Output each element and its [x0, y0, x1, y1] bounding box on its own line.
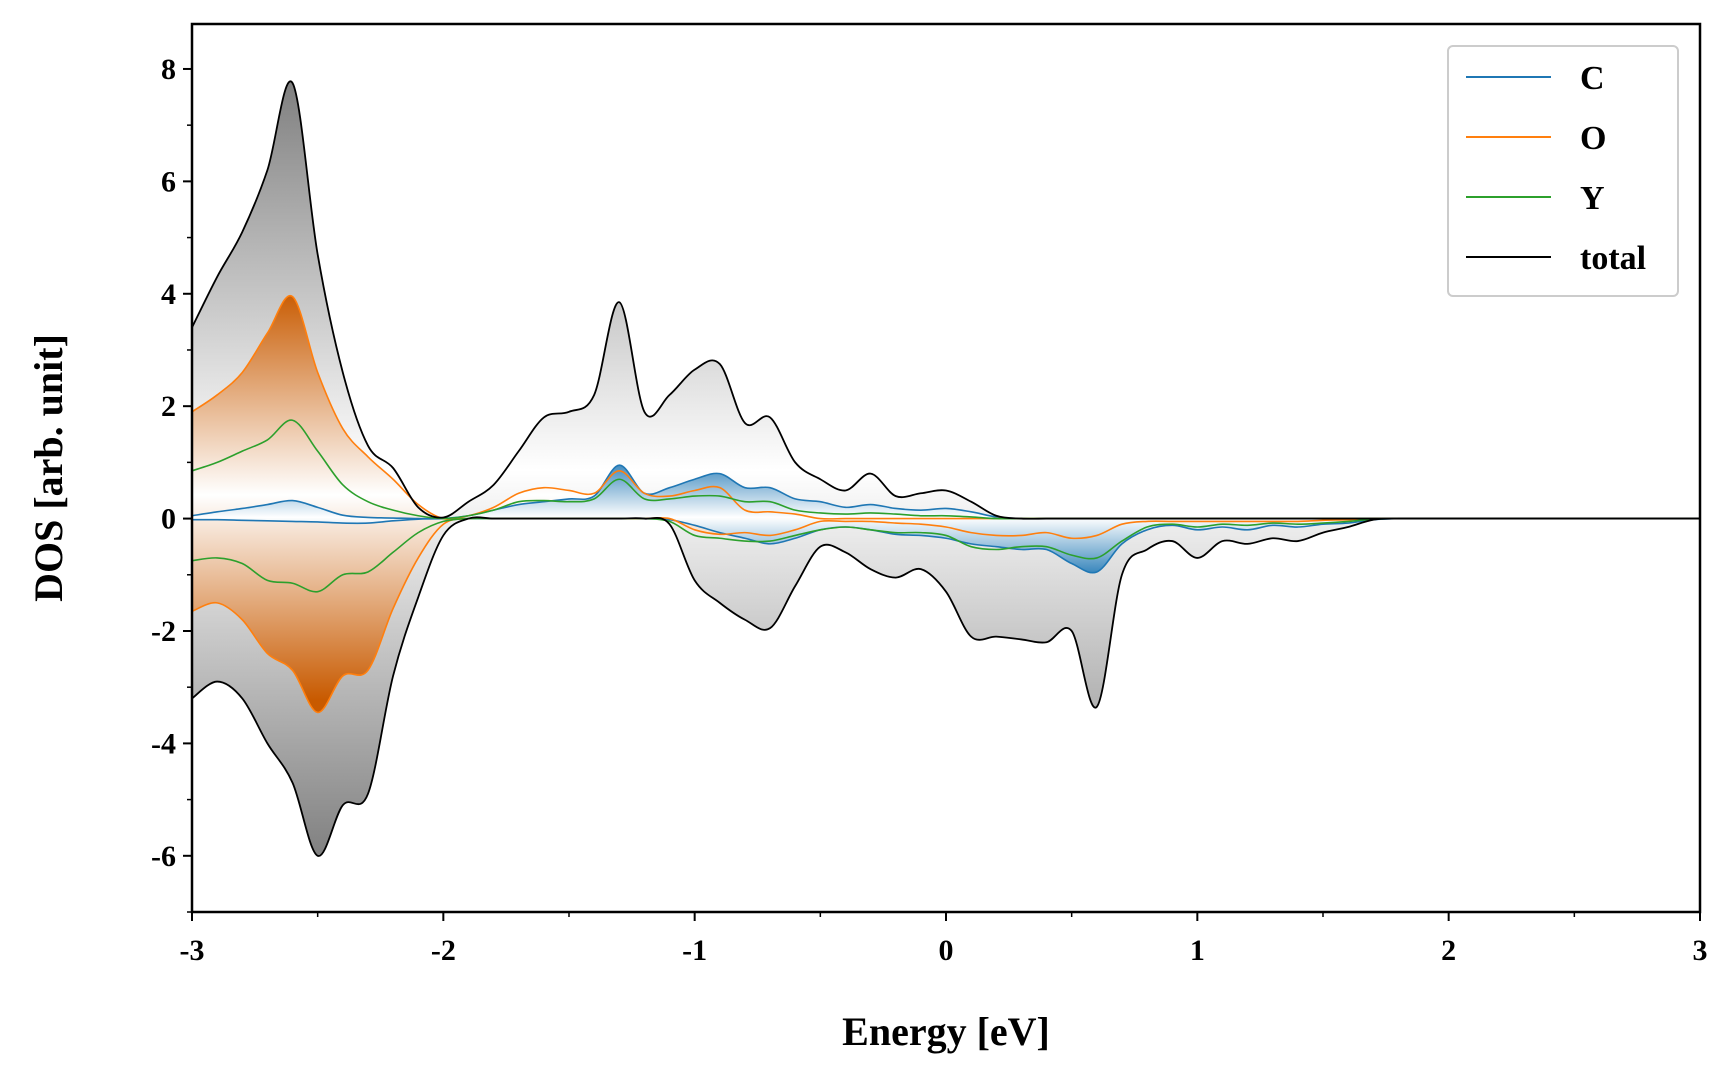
- fill-areas: [192, 81, 1700, 857]
- x-tick-label: 1: [1190, 934, 1205, 967]
- y-tick-label: 2: [161, 390, 176, 423]
- x-tick-label: 3: [1693, 934, 1708, 967]
- legend-box: [1447, 45, 1679, 297]
- axes: -3 -2 -1 0 1 2 3 -6 -4 -2 0 2 4 6 8: [151, 22, 1708, 967]
- fill-total-down: [192, 517, 1700, 857]
- fill-o-down: [192, 517, 1700, 713]
- y-tick-label: 4: [161, 278, 176, 311]
- y-tick-label: -2: [151, 615, 176, 648]
- fill-c-up: [192, 465, 1700, 519]
- legend-label-total: total: [1580, 240, 1646, 277]
- x-tick-label: -3: [180, 934, 205, 967]
- series-lines: [192, 80, 1700, 857]
- x-tick-label: -1: [682, 934, 707, 967]
- line-o-up: [192, 294, 1700, 520]
- legend-label-c: C: [1580, 60, 1605, 97]
- y-tick-label: -6: [151, 840, 176, 873]
- y-tick-label: -4: [151, 727, 176, 760]
- fill-c-down: [192, 518, 1700, 573]
- x-tick-label: 2: [1441, 934, 1456, 967]
- y-tick-label: 0: [161, 503, 176, 536]
- line-total-down: [192, 516, 1700, 857]
- x-tick-label: -2: [431, 934, 456, 967]
- legend-label-o: O: [1580, 120, 1606, 157]
- y-axis-title: DOS [arb. unit]: [26, 334, 71, 602]
- y-tick-label: 8: [161, 53, 176, 86]
- x-tick-label: 0: [939, 934, 954, 967]
- fill-o-up: [192, 295, 1700, 520]
- legend-label-y: Y: [1580, 180, 1605, 217]
- x-axis-title: Energy [eV]: [842, 1009, 1050, 1054]
- y-tick-label: 6: [161, 165, 176, 198]
